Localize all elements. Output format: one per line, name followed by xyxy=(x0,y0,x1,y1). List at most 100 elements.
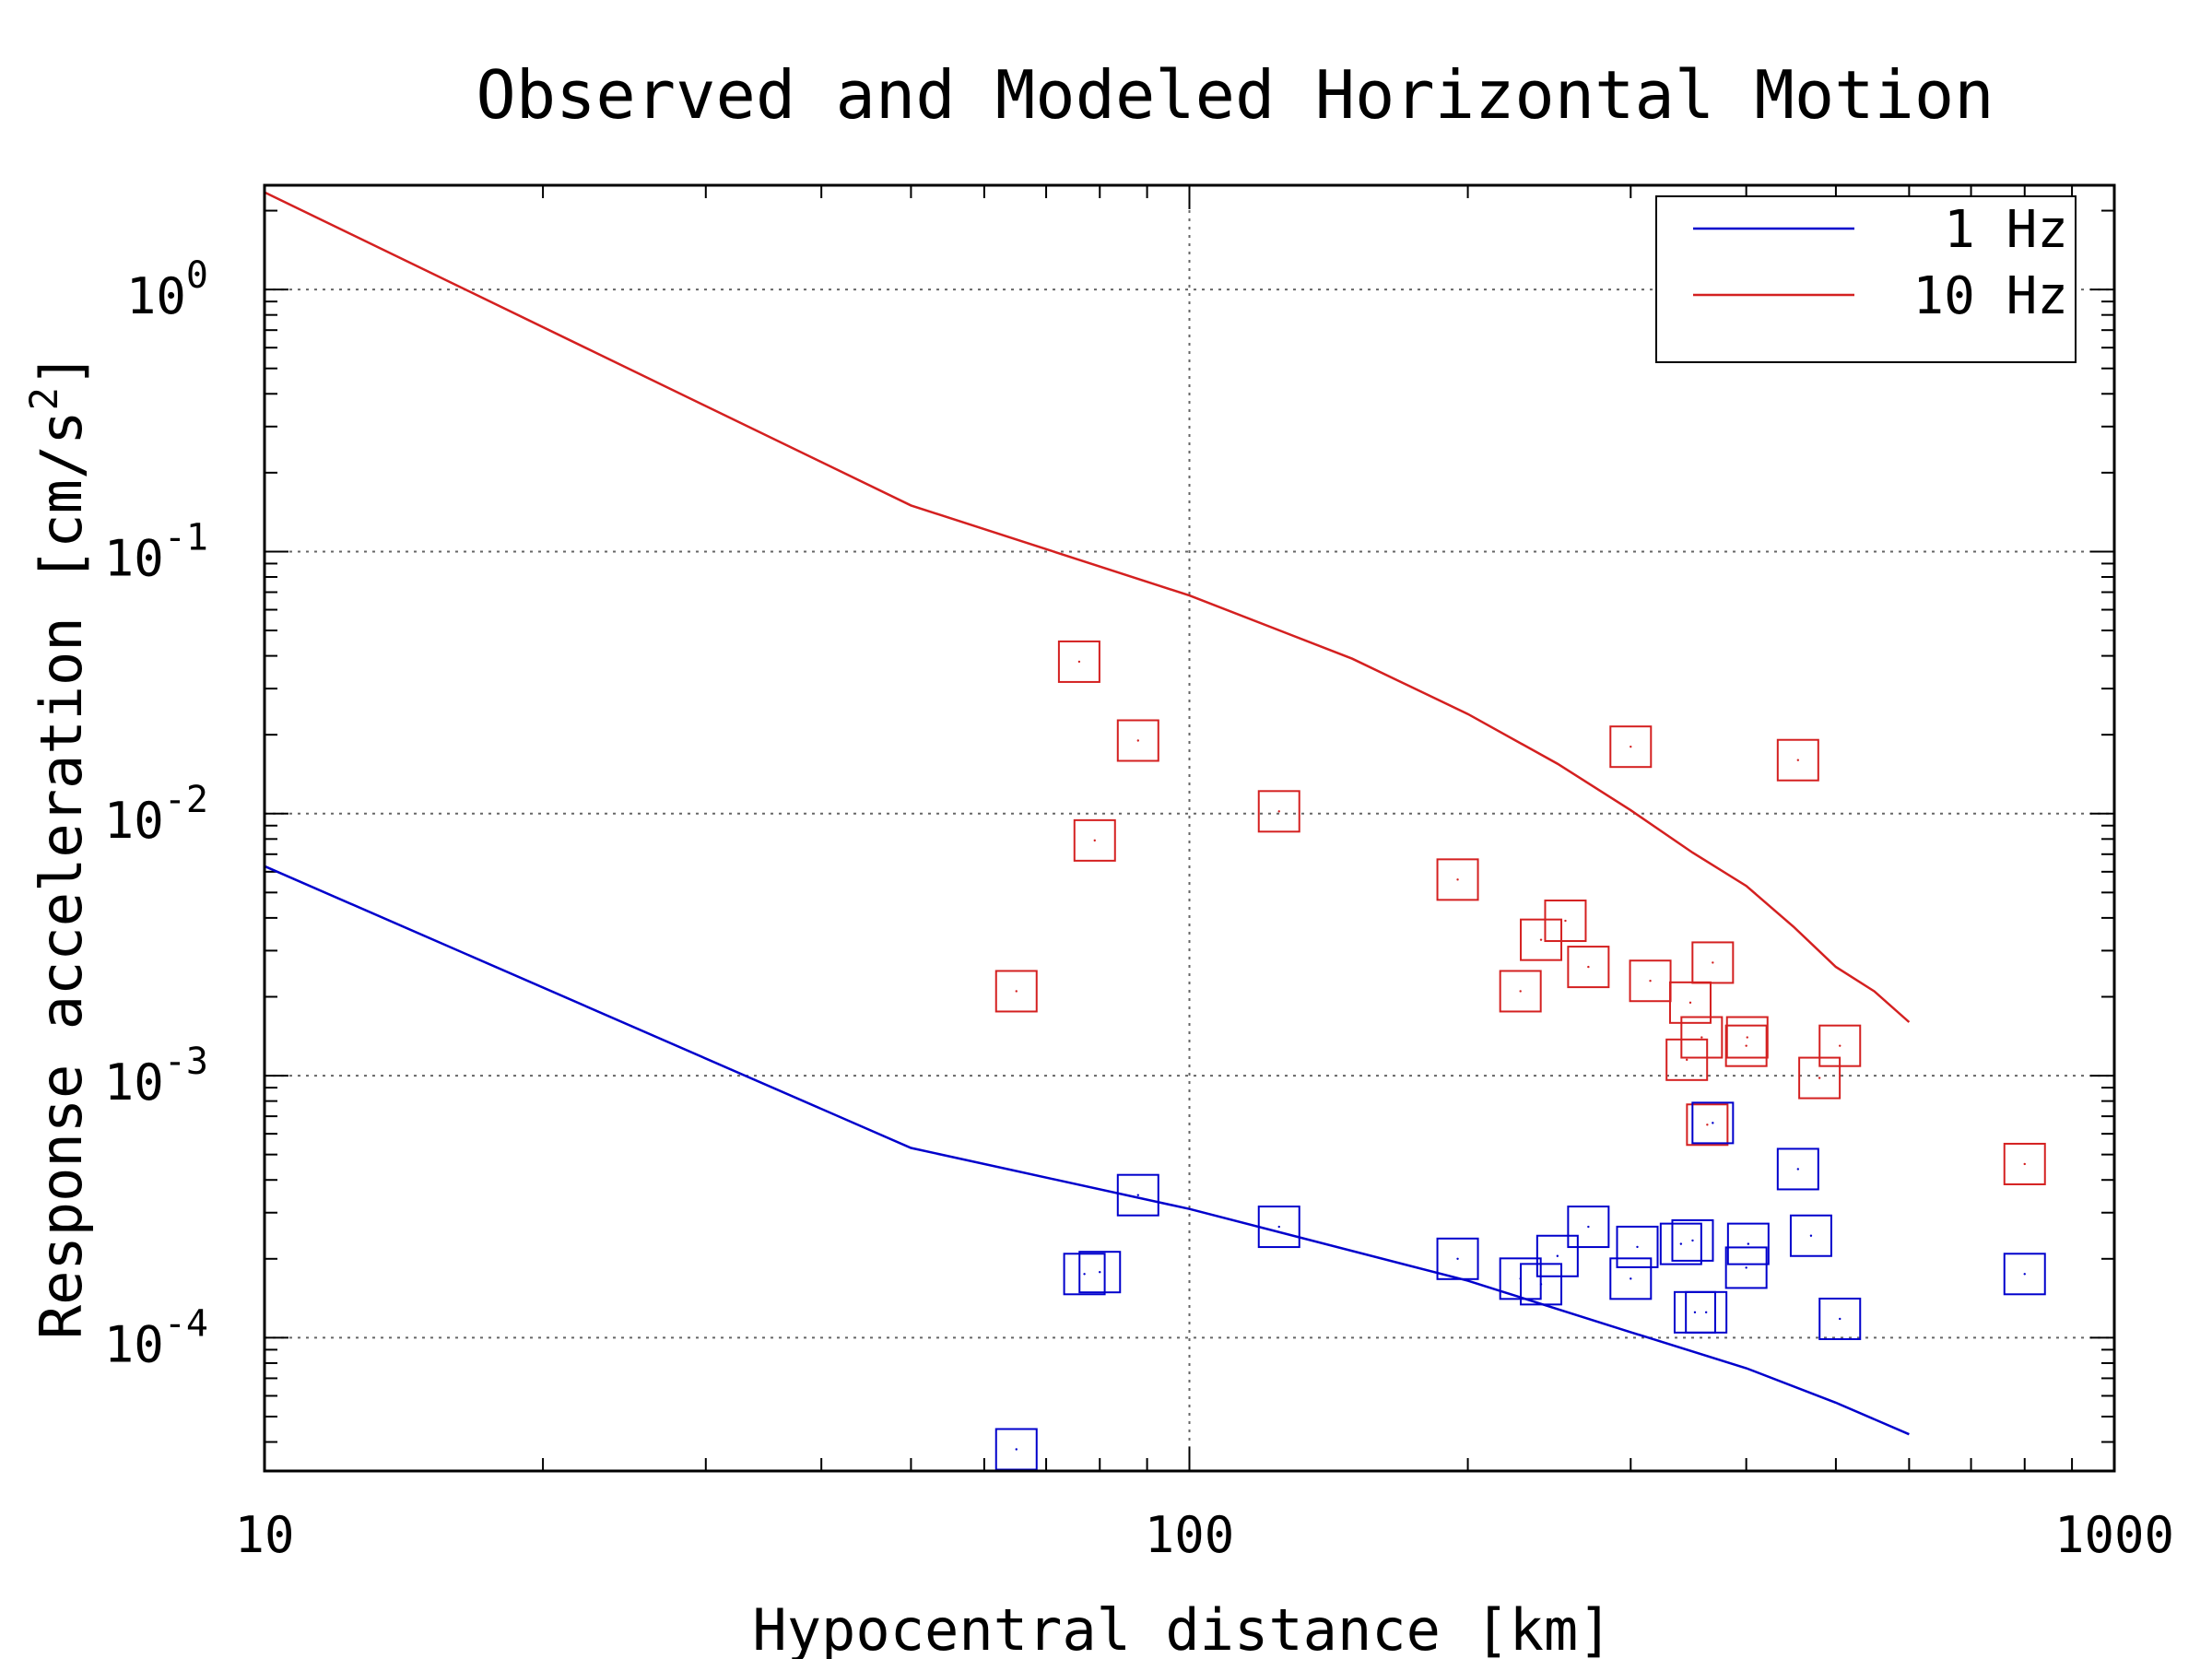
data-point-center xyxy=(1649,980,1652,982)
series-line xyxy=(264,191,1911,1023)
data-point xyxy=(1257,1206,1300,1249)
data-point-center xyxy=(1277,810,1280,813)
data-point-center xyxy=(1706,1124,1709,1126)
y-tick-label-base: 10 xyxy=(104,529,164,587)
y-tick-label: 10-2 xyxy=(104,779,208,850)
data-point-center xyxy=(1693,1311,1697,1314)
data-point xyxy=(1073,818,1116,862)
y-tick-label-exponent: 0 xyxy=(186,254,208,297)
data-point-center xyxy=(1691,1239,1694,1242)
y-tick-label-base: 10 xyxy=(104,1315,164,1373)
data-point-center xyxy=(1796,1168,1800,1171)
data-point xyxy=(1691,941,1735,984)
data-point-center xyxy=(1796,759,1800,761)
y-axis-label-end: ] xyxy=(28,353,95,387)
data-point xyxy=(1436,858,1479,901)
data-point xyxy=(1668,981,1712,1024)
x-tick-label: 10 xyxy=(234,1506,294,1564)
data-point xyxy=(1818,1024,1862,1067)
data-point xyxy=(1520,918,1563,961)
data-point-center xyxy=(1556,1254,1559,1257)
data-point xyxy=(1567,1206,1610,1249)
data-point-center xyxy=(1077,660,1081,664)
data-point xyxy=(1520,1263,1563,1306)
data-point xyxy=(1436,1237,1479,1280)
y-tick-label: 100 xyxy=(126,254,208,325)
data-point-center xyxy=(1539,1283,1543,1286)
y-tick-label: 10-3 xyxy=(104,1041,208,1112)
data-point xyxy=(1665,1038,1709,1081)
data-point-center xyxy=(1277,1225,1280,1229)
data-point-center xyxy=(1456,878,1459,881)
series-line xyxy=(264,865,1910,1436)
data-point-center xyxy=(1704,1311,1708,1314)
data-point-center xyxy=(1015,990,1018,993)
data-point-center xyxy=(1630,745,1632,748)
data-point-center xyxy=(1839,1317,1841,1321)
data-point xyxy=(1725,1016,1769,1059)
data-point-center xyxy=(2023,1162,2026,1166)
y-tick-label-exponent: -1 xyxy=(164,516,208,559)
y-tick-label: 10-1 xyxy=(104,516,208,587)
data-point xyxy=(1116,1173,1159,1217)
y-axis-label: Response acceleration [cm/s2] xyxy=(21,353,95,1339)
data-point xyxy=(1499,970,1542,1013)
data-point xyxy=(1544,900,1587,943)
data-point-center xyxy=(1745,1044,1747,1047)
data-point-center xyxy=(1746,1036,1748,1039)
data-point-center xyxy=(1519,990,1522,993)
y-tick-label-exponent: -4 xyxy=(164,1302,208,1345)
data-point-center xyxy=(1700,1036,1703,1039)
y-tick-label-exponent: -3 xyxy=(164,1041,208,1083)
grid xyxy=(265,185,2114,1471)
data-point xyxy=(994,970,1038,1013)
data-point xyxy=(1116,719,1159,762)
data-point-center xyxy=(2023,1273,2026,1276)
data-point xyxy=(1609,1257,1653,1300)
legend-label: 1 Hz xyxy=(1944,200,2068,260)
data-point-center xyxy=(1818,1077,1821,1079)
data-point-center xyxy=(1564,919,1567,923)
data-point xyxy=(1671,1218,1714,1262)
data-point xyxy=(1724,1246,1768,1289)
data-point-center xyxy=(1136,739,1139,742)
data-point-center xyxy=(1015,1448,1018,1451)
data-point-center xyxy=(1083,1273,1086,1276)
y-tick-label-exponent: -2 xyxy=(164,779,208,821)
x-axis-label: Hypocentral distance [km] xyxy=(752,1596,1612,1659)
data-point-center xyxy=(1539,938,1543,941)
y-tick-label-base: 10 xyxy=(126,267,186,325)
data-point xyxy=(1776,738,1819,782)
data-point xyxy=(1686,1103,1729,1147)
data-point-center xyxy=(1839,1044,1841,1047)
y-tick-label: 10-4 xyxy=(104,1302,208,1373)
data-point xyxy=(994,1428,1038,1471)
data-point-center xyxy=(1679,1242,1683,1245)
legend-label: 10 Hz xyxy=(1912,266,2068,326)
plot-frame xyxy=(263,183,2116,1473)
data-point xyxy=(1776,1147,1819,1191)
data-point-center xyxy=(1093,839,1096,842)
data-point-center xyxy=(1587,965,1590,969)
data-point xyxy=(1063,1253,1106,1296)
data-point xyxy=(1818,1297,1862,1340)
data-point-center xyxy=(1712,1122,1714,1124)
x-tick-label: 100 xyxy=(1145,1506,1235,1564)
data-point xyxy=(1685,1290,1728,1334)
y-axis-label-base: Response acceleration [cm/s xyxy=(28,410,95,1339)
chart-title: Observed and Modeled Horizontal Motion xyxy=(476,56,1994,134)
data-point-center xyxy=(1747,1242,1750,1245)
data-point xyxy=(1535,1234,1579,1277)
data-point xyxy=(2003,1142,2046,1185)
data-point-center xyxy=(1745,1266,1747,1269)
data-point-center xyxy=(1686,1058,1688,1062)
data-point-center xyxy=(1630,1277,1632,1280)
data-point-center xyxy=(1456,1257,1459,1261)
data-point xyxy=(1616,1225,1659,1268)
data-point-center xyxy=(1587,1225,1590,1229)
data-point xyxy=(1680,1016,1724,1059)
y-tick-label-base: 10 xyxy=(104,792,164,850)
data-point xyxy=(1724,1024,1768,1067)
